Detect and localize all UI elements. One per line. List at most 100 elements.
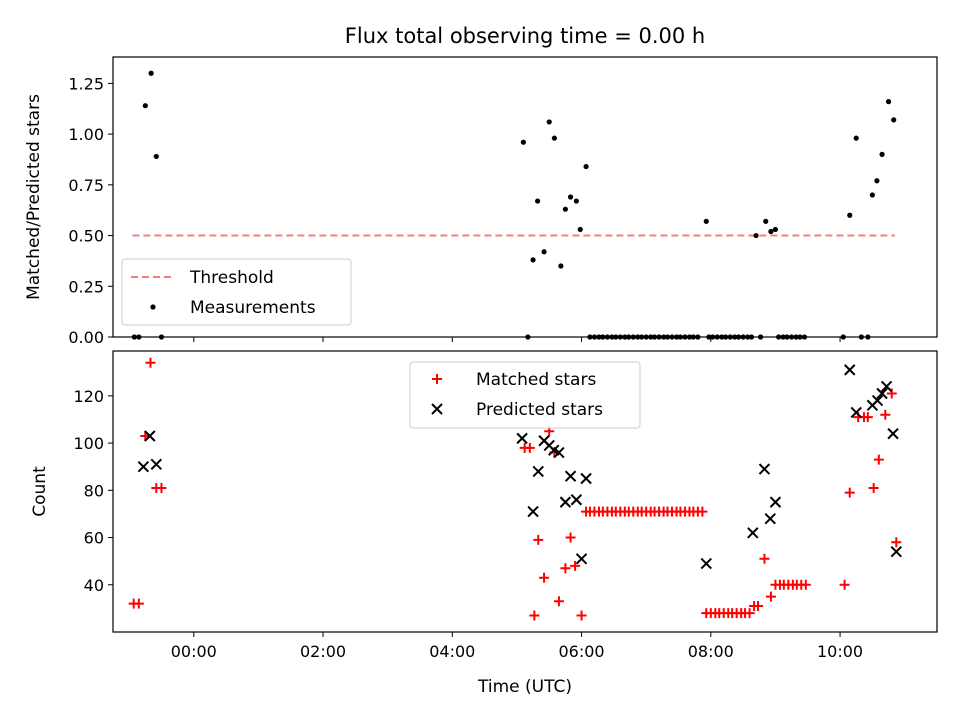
predicted-star-point	[769, 496, 782, 508]
y-tick-label: 0.25	[68, 277, 104, 296]
matched-star-point	[133, 598, 144, 609]
matched-star-point	[560, 563, 571, 574]
matched-star-point	[565, 532, 576, 543]
measurement-point	[577, 226, 583, 233]
x-tick-label: 10:00	[817, 642, 863, 661]
matched-star-point	[744, 608, 755, 619]
legend-measurements-swatch	[150, 304, 156, 310]
measurement-point	[530, 257, 536, 263]
y-tick-label: 40	[84, 576, 104, 595]
legend-predicted-swatch	[431, 403, 443, 415]
matched-star-point	[891, 537, 902, 548]
measurement-point	[768, 228, 774, 235]
measurement-point	[885, 99, 892, 105]
matched-star-point	[844, 487, 855, 498]
matched-star-point	[145, 357, 156, 368]
x-tick-label: 04:00	[429, 642, 475, 661]
y-tick-label: 60	[84, 529, 104, 548]
predicted-star-point	[844, 364, 856, 376]
measurement-point	[520, 139, 526, 145]
y-tick-label: 120	[73, 387, 104, 406]
measurement-point	[853, 135, 859, 141]
measurement-point	[558, 263, 564, 269]
measurement-point	[847, 212, 853, 218]
predicted-star-point	[144, 430, 156, 442]
legend-measurements-label: Measurements	[190, 298, 316, 318]
x-tick-label: 06:00	[558, 642, 604, 661]
measurement-point	[562, 206, 568, 212]
matched-star-point	[880, 409, 891, 420]
measurement-point	[153, 153, 159, 160]
legend-matched-swatch	[432, 374, 442, 384]
axes-frame	[112, 350, 938, 633]
y-axis-label: Count	[30, 466, 50, 517]
y-tick-label: 0.75	[68, 176, 104, 195]
x-tick-label: 08:00	[688, 642, 734, 661]
matched-star-point	[156, 482, 167, 493]
x-tick-label: 02:00	[300, 642, 346, 661]
y-tick-label: 1.25	[68, 74, 104, 93]
predicted-star-point	[747, 527, 759, 539]
matched-star-point	[800, 579, 811, 590]
legend-matched-label: Matched stars	[476, 370, 596, 390]
predicted-star-point	[764, 512, 776, 525]
legend-predicted-label: Predicted stars	[476, 400, 603, 420]
predicted-star-point	[527, 505, 539, 518]
matched-star-point	[839, 579, 850, 590]
matched-star-point	[868, 482, 879, 493]
matched-star-point	[529, 610, 540, 621]
y-axis-label: Matched/Predicted stars	[24, 94, 44, 300]
y-tick-label: 0.50	[68, 227, 104, 246]
matched-star-point	[533, 534, 544, 545]
matched-star-point	[553, 596, 564, 607]
matched-star-point	[886, 388, 897, 399]
measurement-point	[772, 226, 779, 233]
legend-box	[409, 361, 641, 429]
matched-star-point	[697, 506, 708, 517]
matched-star-point	[539, 572, 550, 583]
matched-star-point	[752, 601, 763, 612]
x-axis-label: Time (UTC)	[477, 677, 572, 697]
measurement-point	[535, 198, 541, 204]
matched-star-point	[873, 454, 884, 465]
count-panel: 40 60 80 100 120 00:00 02:00 04:00 06:00 08:00 10:…	[30, 350, 938, 661]
measurement-point	[891, 117, 897, 123]
predicted-star-point	[880, 380, 893, 393]
predicted-star-point	[850, 406, 862, 419]
x-tick-label: 00:00	[171, 642, 217, 661]
matched-star-point	[570, 560, 581, 571]
measurement-point	[703, 218, 709, 224]
y-tick-label: 80	[84, 481, 104, 500]
predicted-star-point	[887, 427, 899, 440]
legend: Matched stars Predicted stars	[409, 361, 641, 429]
predicted-star-point	[516, 432, 528, 445]
predicted-star-point	[876, 387, 888, 400]
measurement-point	[567, 194, 574, 200]
measurement-point	[879, 151, 885, 157]
predicted-star-point	[758, 463, 771, 475]
predicted-star-point	[137, 460, 150, 473]
predicted-star-point	[890, 546, 902, 558]
measurement-point	[546, 119, 552, 125]
predicted-star-point	[532, 465, 544, 478]
measurement-point	[148, 70, 154, 76]
predicted-star-point	[575, 553, 588, 565]
predicted-star-point	[150, 458, 163, 471]
ratio-panel: 0.00 0.25 0.50 0.75 1.00 1.25 Matched/Predicte…	[24, 56, 938, 347]
matched-star-point	[862, 412, 873, 423]
legend-threshold-label: Threshold	[189, 268, 274, 288]
legend-box	[121, 258, 352, 326]
y-tick-label: 0.00	[68, 328, 104, 347]
measurement-point	[142, 103, 148, 109]
measurement-point	[573, 198, 579, 204]
y-tick-label: 100	[73, 434, 104, 453]
measurement-point	[583, 163, 589, 170]
matched-star-point	[576, 610, 587, 621]
predicted-star-point	[564, 470, 577, 482]
predicted-star-point	[700, 557, 712, 570]
chart-title: Flux total observing time = 0.00 h	[345, 24, 705, 48]
predicted-star-point	[559, 496, 572, 508]
measurement-point	[869, 192, 875, 198]
measurement-point	[541, 249, 547, 255]
